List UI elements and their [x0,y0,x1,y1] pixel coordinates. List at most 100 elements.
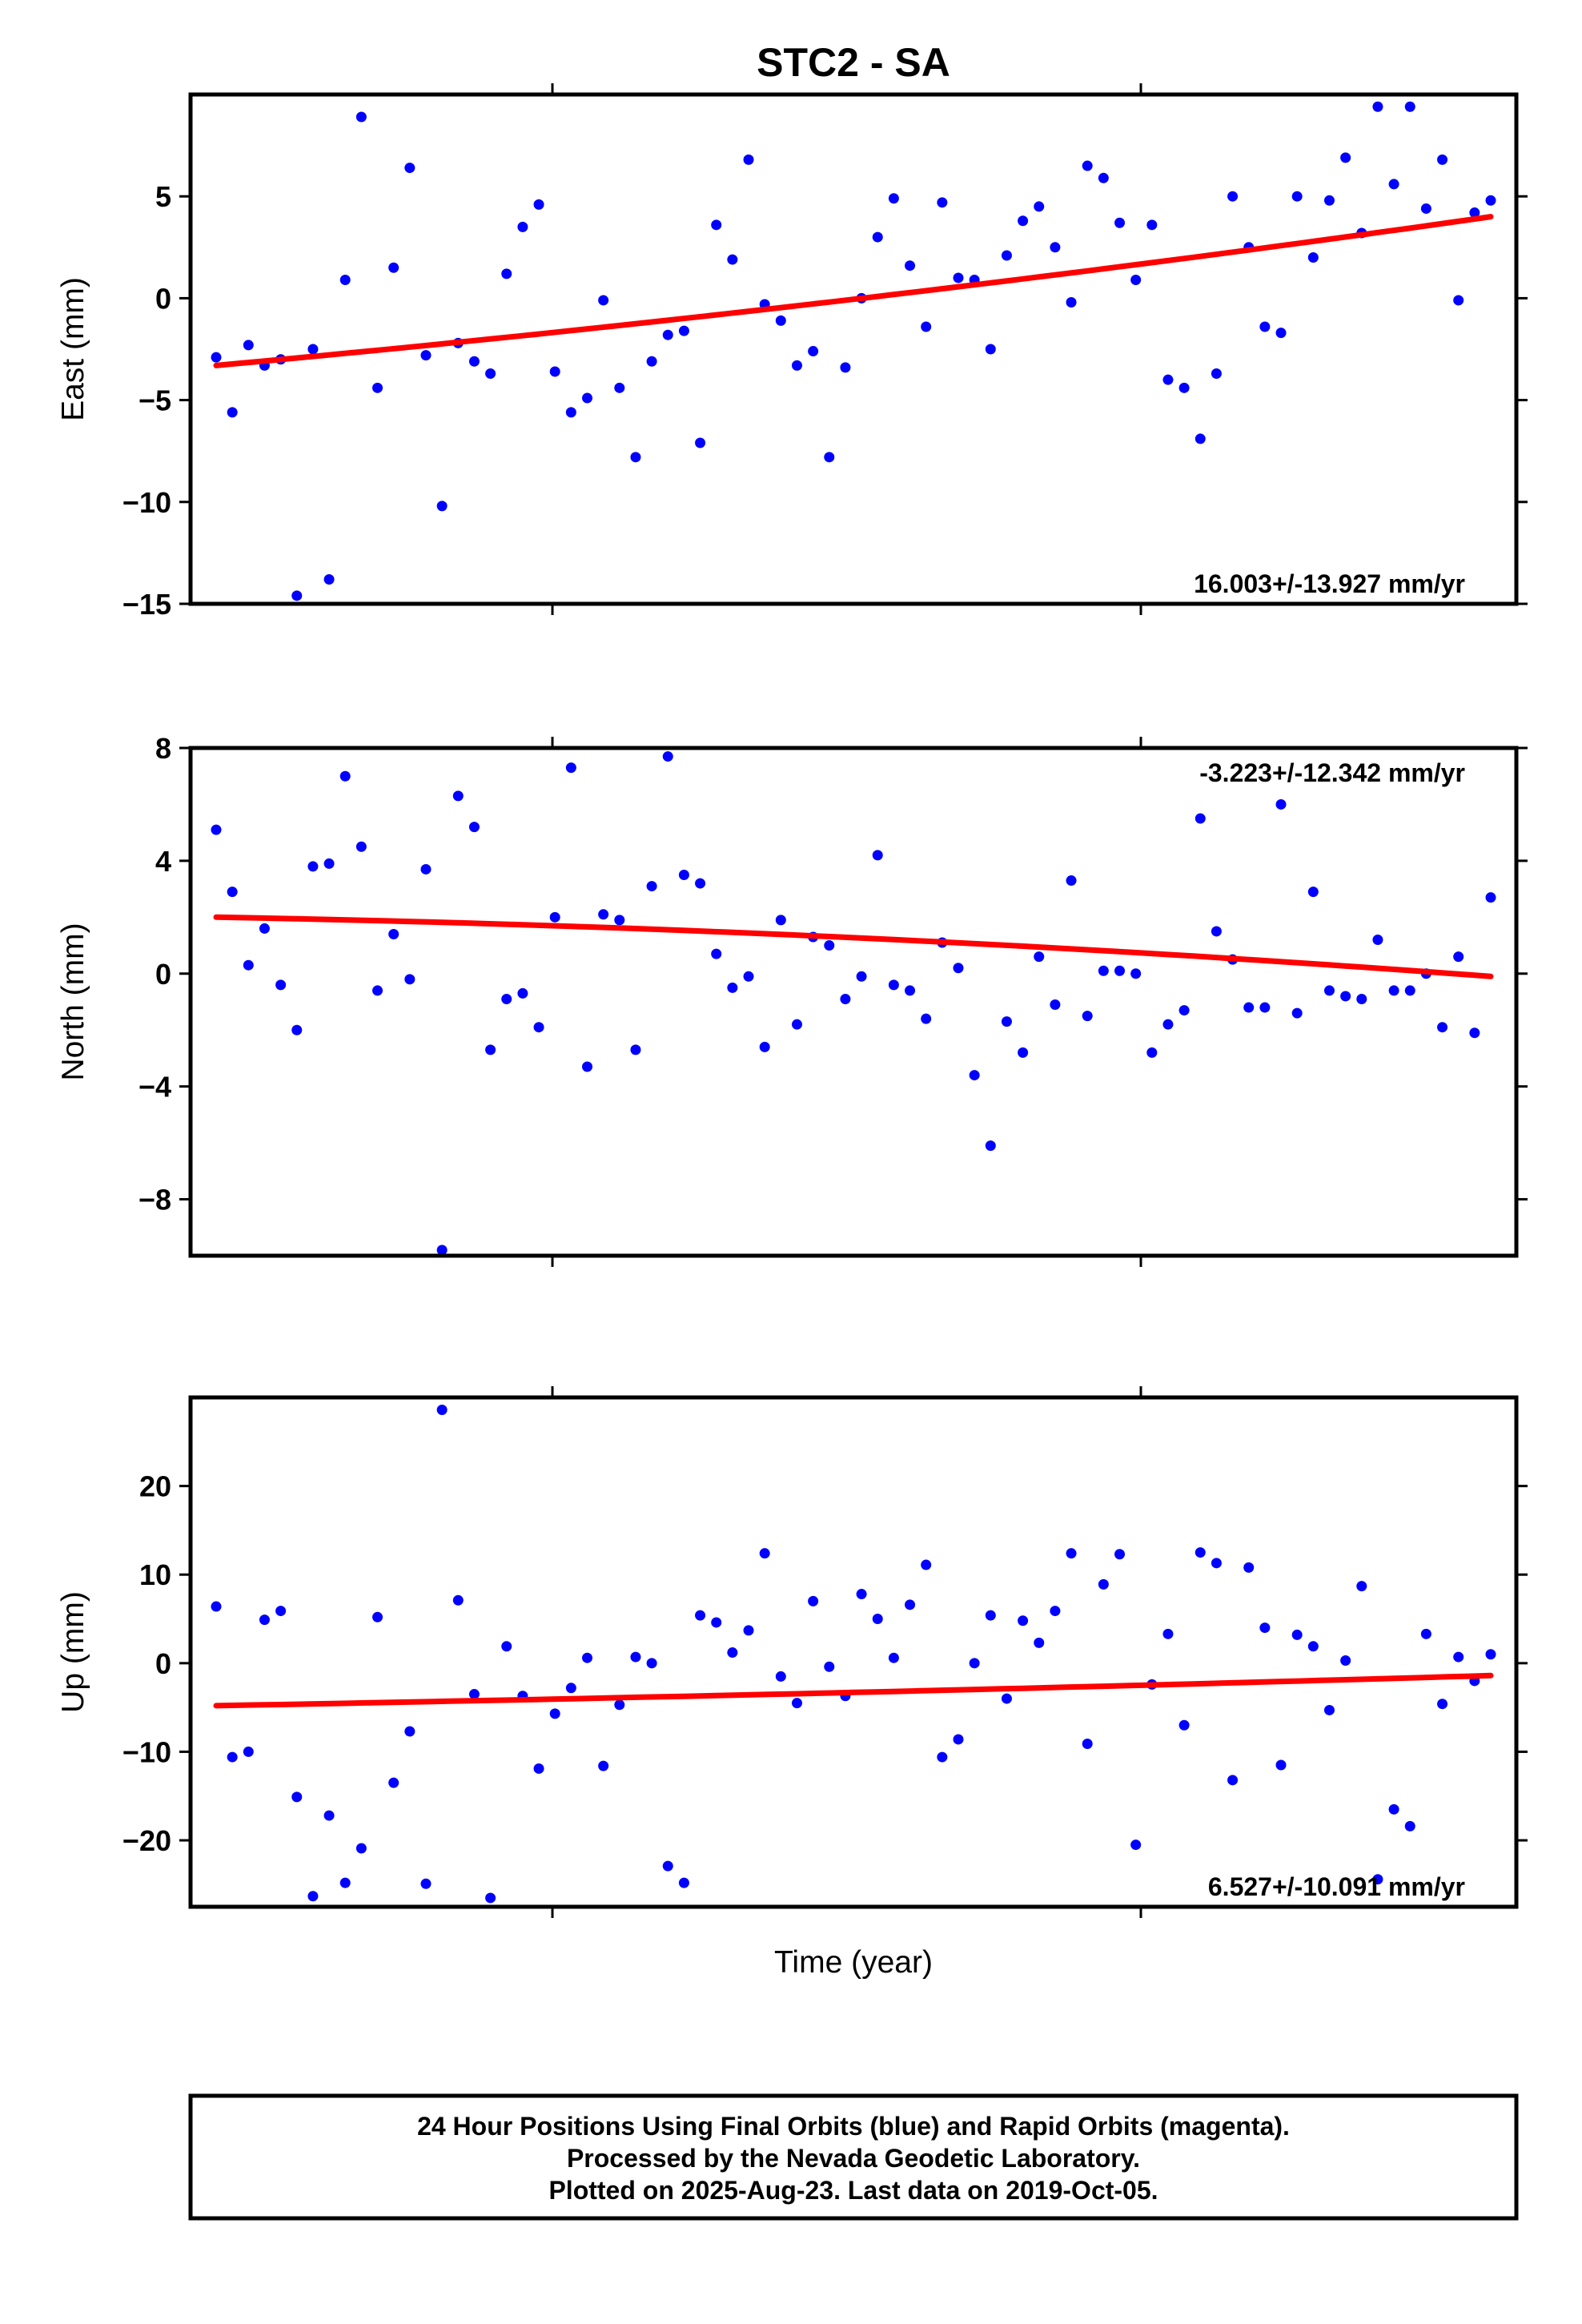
data-point [743,1625,754,1636]
data-point [614,915,625,926]
data-point [1098,172,1109,183]
data-point [1404,101,1415,112]
y-tick-label: −15 [122,588,171,621]
data-point [1275,328,1287,339]
data-point [711,1617,722,1628]
panel-up: 20 10 0 −10 −20 Up (mm) 6.527+/-10.091 mm/yr [56,1386,1528,1918]
plot-frame [188,92,1519,606]
caption-line-2: Processed by the Nevada Geodetic Laborat… [567,2144,1140,2173]
data-point [953,272,964,283]
data-point [872,1614,883,1625]
data-point [517,221,528,232]
data-point [598,295,609,306]
data-point [985,344,996,355]
data-point [1082,1011,1093,1022]
data-point [1388,1803,1399,1815]
data-point [921,1013,932,1024]
data-point [339,1877,351,1888]
data-point [775,1671,786,1682]
data-point [565,407,576,418]
data-point [339,275,351,286]
data-point [1195,813,1206,824]
data-point [1130,968,1142,979]
data-point [501,1641,512,1652]
data-point [872,850,883,861]
data-point [614,1699,625,1711]
data-point [1291,1007,1303,1019]
data-point [355,841,367,852]
data-point [1146,219,1158,231]
data-point [840,362,851,373]
data-point [1243,1562,1255,1573]
data-point [1307,1641,1319,1652]
rate-label-north: -3.223+/-12.342 mm/yr [1199,758,1465,787]
data-point [888,193,899,204]
data-point [905,260,916,271]
y-tick-label: 0 [155,282,171,315]
data-point [1243,1002,1255,1013]
data-point [1356,993,1367,1004]
rate-label-east: 16.003+/-13.927 mm/yr [1194,569,1465,598]
y-axis-label-north: North (mm) [56,923,90,1080]
data-point [1388,179,1399,190]
y-tick-label: −5 [139,384,171,417]
data-point [1291,191,1303,202]
data-point [662,329,673,340]
data-point [1211,1558,1222,1569]
data-point [1178,1719,1190,1731]
y-tick-label: 0 [155,958,171,991]
data-point [872,231,883,243]
data-point [743,971,754,982]
y-axis-label-east: East (mm) [56,277,90,421]
data-point [211,824,222,835]
data-point [1195,1547,1206,1558]
trend-line [213,214,1494,368]
data-point [227,1751,238,1763]
data-point [630,452,641,463]
data-point [307,861,319,872]
data-point [695,437,706,448]
data-point [323,1810,335,1821]
data-point [501,268,512,279]
caption-line-3: Plotted on 2025-Aug-23. Last data on 201… [548,2176,1158,2205]
data-point [323,858,335,869]
data-point [711,948,722,959]
data-point [436,1244,448,1256]
data-point [436,1404,448,1415]
data-point [243,340,254,351]
data-point [291,1791,303,1803]
data-point [517,987,528,999]
data-point [808,346,819,357]
data-point [1034,1637,1045,1648]
data-point [1372,1874,1383,1885]
data-point [1307,887,1319,898]
data-point [1195,433,1206,444]
data-point [888,979,899,991]
data-point [291,590,303,601]
y-tick-label: 20 [139,1470,171,1503]
data-point [1211,926,1222,937]
data-point [1372,101,1383,112]
data-point [1130,1839,1142,1851]
data-point [1162,374,1174,385]
data-point [468,822,480,833]
data-point [259,1614,270,1626]
data-point [1227,191,1239,202]
data-point [436,501,448,512]
data-point [1001,250,1012,261]
data-point [355,111,367,123]
data-point [1034,951,1045,963]
data-point [1372,935,1383,946]
data-point [211,352,222,363]
data-point [646,881,657,892]
data-point [759,1041,770,1052]
data-point [759,1548,770,1559]
data-point [840,993,851,1004]
data-point [711,219,722,231]
data-point [727,254,738,265]
data-point [969,1070,980,1081]
data-point [275,979,287,991]
data-point [856,971,867,982]
data-point [485,1892,496,1904]
data-point [227,407,238,418]
